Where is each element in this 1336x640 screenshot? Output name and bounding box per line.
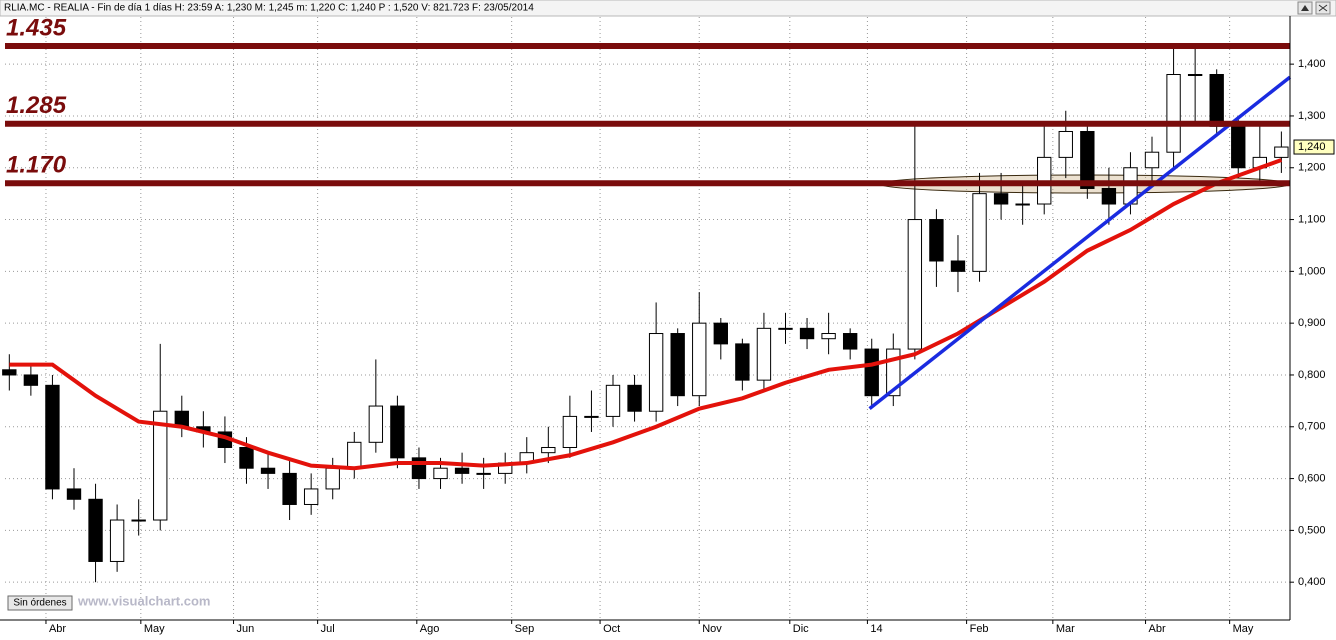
x-tick-label: Abr	[1149, 623, 1166, 635]
y-tick-label: 0,800	[1298, 369, 1326, 381]
candle-body	[153, 410, 168, 521]
candle-body	[45, 384, 60, 490]
y-tick-label: 0,700	[1298, 421, 1326, 433]
candle-body	[411, 457, 427, 480]
candle-body	[88, 498, 103, 562]
candle-body	[368, 405, 384, 443]
candle-body	[584, 415, 599, 418]
y-tick-label: 0,900	[1298, 317, 1326, 329]
candle-body	[282, 472, 297, 505]
close-icon	[1318, 4, 1328, 12]
candle-body	[1144, 151, 1160, 169]
candle-body	[605, 384, 621, 417]
x-tick-label: Feb	[970, 623, 989, 635]
y-tick-label: 0,500	[1298, 524, 1326, 536]
x-tick-label: Oct	[603, 623, 620, 635]
header-text: RLIA.MC - REALIA - Fin de día 1 días H: …	[4, 3, 534, 14]
candle-body	[1274, 146, 1289, 158]
y-tick-label: 1,200	[1298, 162, 1326, 174]
candle-body	[756, 327, 772, 381]
candle-body	[1058, 130, 1073, 158]
x-tick-label: Jun	[237, 623, 255, 635]
candle-body	[390, 405, 405, 459]
candle-body	[260, 467, 276, 474]
candle-body	[993, 193, 1009, 205]
candle-body	[799, 327, 815, 340]
candle-body	[541, 446, 556, 454]
candle-body	[1080, 130, 1095, 189]
x-tick-label: 14	[870, 623, 882, 635]
x-tick-label: Mar	[1056, 623, 1075, 635]
header-bar	[0, 0, 1336, 17]
candle-body	[842, 333, 858, 350]
candle-body	[692, 322, 707, 397]
candle-body	[1101, 187, 1117, 205]
level-label: 1.170	[6, 152, 67, 179]
candle-body	[23, 374, 39, 386]
candle-body	[778, 327, 793, 330]
marks	[2, 43, 1292, 583]
candle-body	[303, 488, 319, 505]
candle-body	[864, 348, 879, 397]
watermark: www.visualchart.com	[77, 593, 210, 608]
x-tick-label: Abr	[49, 623, 66, 635]
orders-button[interactable]	[7, 595, 73, 611]
candle-body	[735, 343, 750, 381]
candle-body	[648, 333, 664, 412]
candle-body	[325, 467, 340, 490]
y-tick-label: 1,100	[1298, 213, 1326, 225]
candle-body	[929, 219, 944, 262]
candle-body	[109, 519, 125, 562]
candle-body	[433, 467, 448, 480]
x-tick-label: Jul	[321, 623, 335, 635]
y-tick-label: 1,000	[1298, 265, 1326, 277]
y-tick-label: 1,300	[1298, 110, 1326, 122]
x-tick-label: May	[144, 623, 165, 635]
candle-body	[66, 488, 82, 500]
grid	[5, 17, 1290, 620]
x-tick-label: May	[1233, 623, 1254, 635]
y-tick-label: 1,400	[1298, 58, 1326, 70]
candle-body	[2, 369, 17, 376]
candle-body	[239, 446, 254, 469]
x-tick-label: Nov	[702, 623, 722, 635]
candle-body	[1166, 74, 1181, 153]
x-tick-label: Sep	[515, 623, 535, 635]
x-tick-label: Dic	[793, 623, 809, 635]
candle-body	[950, 260, 966, 272]
moving-average	[9, 158, 1283, 471]
candle-body	[476, 472, 491, 475]
x-tick-label: Ago	[420, 623, 440, 635]
candle-body	[1187, 74, 1203, 77]
candle-body	[972, 193, 987, 272]
candle-body	[131, 519, 146, 522]
candle-body	[627, 384, 642, 412]
collapse-icon	[1301, 5, 1309, 11]
candle-body	[562, 415, 578, 448]
y-tick-label: 0,400	[1298, 576, 1326, 588]
orders-button-label: Sin órdenes	[13, 598, 66, 609]
candle-body	[1209, 74, 1224, 127]
candle-body	[1015, 203, 1030, 206]
level-label: 1.435	[6, 14, 67, 41]
y-tick-label: 0,600	[1298, 472, 1326, 484]
candle-body	[454, 467, 470, 474]
candle-body	[347, 441, 362, 469]
candle-body	[1231, 125, 1246, 169]
candle-body	[907, 219, 923, 350]
candle-body	[821, 333, 836, 340]
last-price-box	[1293, 139, 1335, 155]
level-label: 1.285	[6, 92, 67, 119]
candle-body	[670, 333, 685, 397]
last-price-label: 1,240	[1298, 141, 1326, 153]
trend-line	[868, 75, 1292, 411]
candle-body	[713, 322, 728, 345]
